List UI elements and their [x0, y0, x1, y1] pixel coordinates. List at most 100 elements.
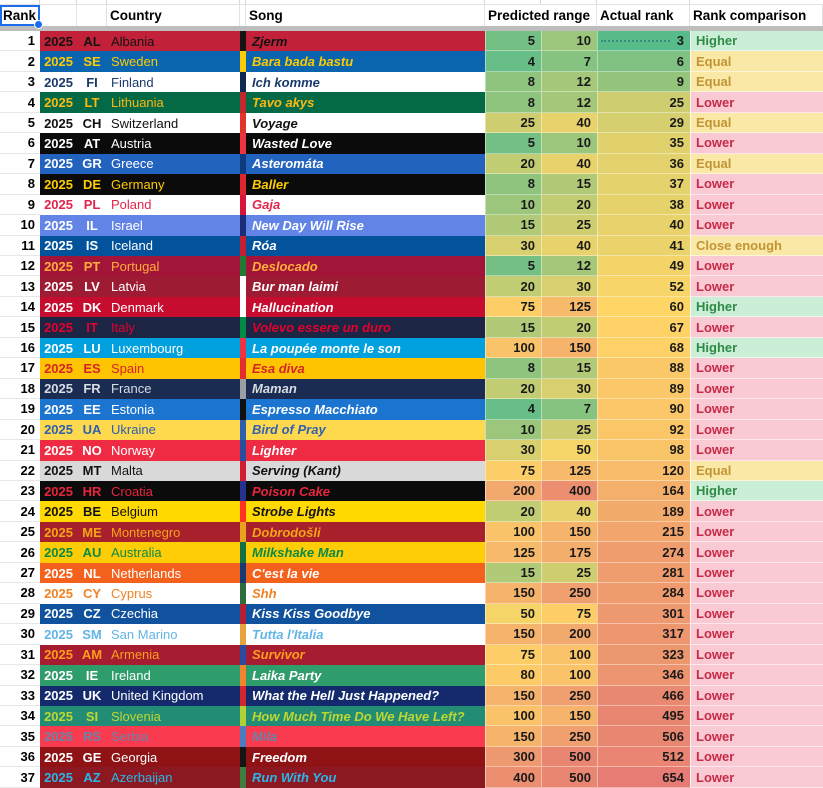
- flag-stripe-cell[interactable]: [240, 215, 246, 236]
- cell-rank-comparison[interactable]: Lower: [690, 133, 823, 154]
- cell-pred-high[interactable]: 100: [541, 644, 597, 666]
- cell-year[interactable]: 2025: [40, 378, 77, 400]
- cell-song[interactable]: Run With You: [246, 767, 485, 788]
- cell-pred-low[interactable]: 150: [485, 685, 541, 706]
- flag-stripe-cell[interactable]: [240, 767, 246, 788]
- cell-country-code[interactable]: IE: [77, 665, 107, 686]
- flag-stripe-cell[interactable]: [240, 399, 246, 420]
- cell-country-code[interactable]: LV: [77, 276, 107, 297]
- cell-rank-comparison[interactable]: Lower: [690, 440, 823, 461]
- cell-rank[interactable]: 10: [0, 215, 40, 236]
- cell-actual-rank[interactable]: 38: [597, 194, 690, 216]
- cell-rank[interactable]: 30: [0, 624, 40, 645]
- cell-pred-high[interactable]: 50: [541, 440, 597, 461]
- cell-pred-low[interactable]: 100: [485, 705, 541, 727]
- cell-country[interactable]: San Marino: [107, 624, 240, 645]
- cell-country-code[interactable]: MT: [77, 460, 107, 481]
- cell-country[interactable]: Sweden: [107, 51, 240, 72]
- cell-actual-rank[interactable]: 90: [597, 399, 690, 420]
- flag-stripe-cell[interactable]: [240, 51, 246, 72]
- cell-pred-high[interactable]: 15: [541, 358, 597, 379]
- cell-pred-low[interactable]: 15: [485, 317, 541, 338]
- cell-country[interactable]: Serbia: [107, 726, 240, 747]
- cell-country[interactable]: Montenegro: [107, 521, 240, 543]
- cell-song[interactable]: Wasted Love: [246, 133, 485, 154]
- header-song[interactable]: Song: [246, 5, 485, 26]
- cell-country-code[interactable]: NO: [77, 440, 107, 461]
- cell-song[interactable]: How Much Time Do We Have Left?: [246, 705, 485, 727]
- flag-stripe-cell[interactable]: [240, 665, 246, 686]
- flag-stripe-cell[interactable]: [240, 746, 246, 768]
- cell-pred-low[interactable]: 150: [485, 624, 541, 645]
- cell-pred-high[interactable]: 125: [541, 296, 597, 318]
- cell-pred-high[interactable]: 25: [541, 215, 597, 236]
- cell-pred-low[interactable]: 75: [485, 460, 541, 481]
- cell-song[interactable]: Laika Party: [246, 665, 485, 686]
- cell-pred-high[interactable]: 125: [541, 460, 597, 481]
- flag-stripe-cell[interactable]: [240, 521, 246, 543]
- cell-country-code[interactable]: ES: [77, 358, 107, 379]
- cell-country-code[interactable]: GE: [77, 746, 107, 768]
- header-stripe-col[interactable]: [240, 5, 246, 26]
- flag-stripe-cell[interactable]: [240, 562, 246, 584]
- cell-country[interactable]: Poland: [107, 194, 240, 216]
- cell-song[interactable]: Freedom: [246, 746, 485, 768]
- cell-rank-comparison[interactable]: Lower: [690, 603, 823, 625]
- cell-pred-high[interactable]: 40: [541, 112, 597, 134]
- cell-year[interactable]: 2025: [40, 255, 77, 277]
- cell-year[interactable]: 2025: [40, 296, 77, 318]
- cell-pred-low[interactable]: 8: [485, 174, 541, 195]
- cell-rank-comparison[interactable]: Lower: [690, 521, 823, 543]
- cell-song[interactable]: Tavo akys: [246, 92, 485, 113]
- cell-year[interactable]: 2025: [40, 317, 77, 338]
- cell-rank-comparison[interactable]: Higher: [690, 337, 823, 359]
- cell-pred-low[interactable]: 25: [485, 112, 541, 134]
- cell-actual-rank[interactable]: 654: [597, 767, 690, 788]
- cell-song[interactable]: Dobrodošli: [246, 521, 485, 543]
- cell-song[interactable]: Espresso Macchiato: [246, 399, 485, 420]
- cell-rank-comparison[interactable]: Lower: [690, 92, 823, 113]
- cell-rank-comparison[interactable]: Lower: [690, 542, 823, 563]
- cell-pred-high[interactable]: 12: [541, 71, 597, 93]
- cell-country-code[interactable]: CH: [77, 112, 107, 134]
- cell-country-code[interactable]: GR: [77, 153, 107, 175]
- cell-country-code[interactable]: DK: [77, 296, 107, 318]
- cell-actual-rank[interactable]: 88: [597, 358, 690, 379]
- cell-year[interactable]: 2025: [40, 399, 77, 420]
- cell-rank-comparison[interactable]: Equal: [690, 51, 823, 72]
- cell-country-code[interactable]: SE: [77, 51, 107, 72]
- flag-stripe-cell[interactable]: [240, 71, 246, 93]
- cell-country-code[interactable]: LT: [77, 92, 107, 113]
- cell-actual-rank[interactable]: 274: [597, 542, 690, 563]
- flag-stripe-cell[interactable]: [240, 440, 246, 461]
- flag-stripe-cell[interactable]: [240, 194, 246, 216]
- cell-country-code[interactable]: AM: [77, 644, 107, 666]
- cell-rank[interactable]: 28: [0, 583, 40, 604]
- cell-rank[interactable]: 2: [0, 51, 40, 72]
- cell-song[interactable]: Poison Cake: [246, 480, 485, 502]
- cell-country-code[interactable]: IT: [77, 317, 107, 338]
- cell-pred-high[interactable]: 100: [541, 665, 597, 686]
- cell-country-code[interactable]: AT: [77, 133, 107, 154]
- cell-rank-comparison[interactable]: Lower: [690, 399, 823, 420]
- cell-rank[interactable]: 29: [0, 603, 40, 625]
- cell-year[interactable]: 2025: [40, 685, 77, 706]
- cell-actual-rank[interactable]: 164: [597, 480, 690, 502]
- cell-rank[interactable]: 36: [0, 746, 40, 768]
- flag-stripe-cell[interactable]: [240, 542, 246, 563]
- cell-pred-low[interactable]: 20: [485, 501, 541, 522]
- cell-rank-comparison[interactable]: Higher: [690, 480, 823, 502]
- cell-year[interactable]: 2025: [40, 31, 77, 52]
- flag-stripe-cell[interactable]: [240, 133, 246, 154]
- cell-country[interactable]: Portugal: [107, 255, 240, 277]
- flag-stripe-cell[interactable]: [240, 112, 246, 134]
- cell-actual-rank[interactable]: 25: [597, 92, 690, 113]
- flag-stripe-cell[interactable]: [240, 31, 246, 52]
- cell-rank[interactable]: 24: [0, 501, 40, 522]
- cell-rank[interactable]: 31: [0, 644, 40, 666]
- cell-country[interactable]: Czechia: [107, 603, 240, 625]
- cell-country[interactable]: Armenia: [107, 644, 240, 666]
- cell-rank-comparison[interactable]: Lower: [690, 501, 823, 522]
- cell-year[interactable]: 2025: [40, 419, 77, 441]
- cell-actual-rank[interactable]: 189: [597, 501, 690, 522]
